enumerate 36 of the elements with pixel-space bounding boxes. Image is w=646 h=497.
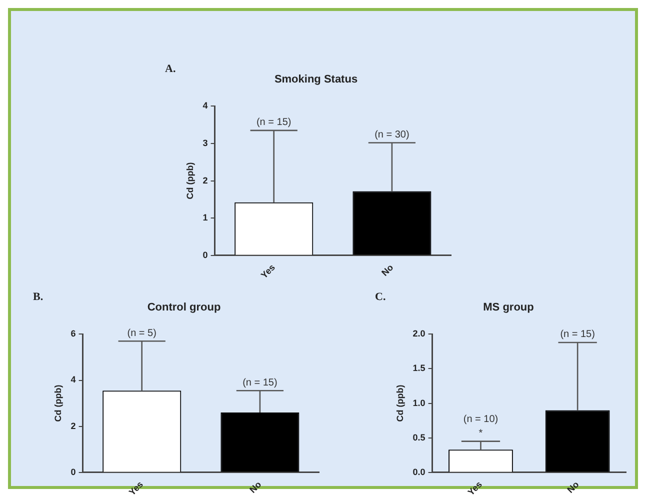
y-tick-label: 2.0 [412,328,426,339]
y-tick-label: 1.0 [412,398,426,408]
annotation: (n = 10) [463,414,498,426]
y-tick-label: 1.5 [412,363,426,374]
annotation: (n = 15) [242,377,278,388]
y-tick-label: 0 [70,466,76,477]
y-axis-title: Cd (ppb) [394,384,405,422]
annotation: (n = 30) [374,130,410,140]
chart-title: MS group [483,302,534,314]
x-tick-label: Yes [466,479,484,497]
y-tick-label: 0.5 [412,432,426,442]
chart-title: Smoking Status [274,74,358,86]
y-tick-label: 2 [70,420,76,431]
text: A. [165,63,176,75]
x-tick-label: No [380,262,396,278]
y-tick-label: 4 [202,100,208,111]
y-tick-label: 2 [202,175,208,186]
x-tick-label: No [248,478,264,495]
x-tick-label: Yes [258,262,278,280]
text: B. [33,291,44,303]
x-tick-label: No [565,478,582,495]
annotation: (n = 5) [127,328,156,339]
y-tick-label: 4 [70,374,76,385]
x-tick-label: Yes [126,479,146,497]
annotation: (n = 15) [256,117,292,128]
y-axis-title: Cd (ppb) [184,162,195,200]
y-tick-label: 0.0 [412,466,426,477]
y-axis-title: Cd (ppb) [52,384,63,422]
text: C. [375,291,386,303]
y-tick-label: 3 [202,138,208,148]
y-tick-label: 6 [70,328,76,339]
annotation: (n = 15) [560,329,595,340]
chart-title: Control group [147,302,221,314]
y-tick-label: 1 [202,212,208,223]
annotation: * [478,428,483,440]
y-tick-label: 0 [202,250,208,260]
